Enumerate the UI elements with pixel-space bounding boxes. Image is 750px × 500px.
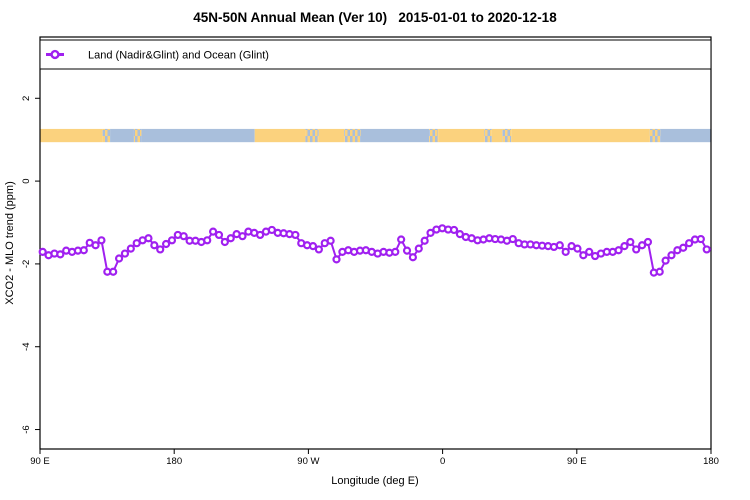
series-point — [156, 245, 165, 254]
plot-box — [39, 36, 712, 450]
series-point — [209, 227, 218, 236]
band-segment-mix — [649, 128, 661, 143]
series-point — [643, 237, 653, 247]
band-segment-mix — [102, 128, 111, 143]
series-point — [326, 236, 335, 245]
x-tick-label: 90 E — [567, 456, 587, 467]
legend-box — [39, 39, 712, 70]
band-segment-land — [40, 128, 103, 143]
x-tick-label: 180 — [166, 456, 182, 467]
x-tick-label: 90 W — [297, 456, 319, 467]
series-point — [679, 243, 688, 252]
legend-circle-marker — [50, 49, 60, 60]
series-point — [308, 242, 318, 251]
series-point — [585, 247, 594, 257]
series-point — [508, 234, 517, 244]
series-point — [684, 239, 694, 248]
y-tick-label: -4 — [21, 342, 32, 350]
band-segment-land — [254, 128, 306, 143]
series-point — [573, 244, 582, 253]
legend-label: Land (Nadir&Glint) and Ocean (Glint) — [88, 50, 269, 62]
band-segment-mix — [344, 128, 361, 143]
map-strip — [40, 128, 711, 143]
series-point — [332, 255, 341, 264]
data-series — [38, 224, 711, 277]
series-point — [561, 247, 570, 257]
series-point — [626, 237, 635, 247]
series-point — [203, 236, 212, 245]
axes: 90 E 180 90 W 0 90 E 180 2 0 -2 -4 -6 — [21, 96, 719, 467]
series-point — [397, 235, 406, 244]
y-axis-title: XCO2 - MLO trend (ppm) — [4, 181, 16, 304]
series-point — [555, 241, 564, 250]
series-point — [150, 241, 159, 250]
y-tick-label: -6 — [21, 425, 32, 433]
series-point — [667, 251, 676, 260]
x-tick-label: 180 — [703, 456, 719, 467]
series-point — [391, 247, 400, 257]
series-point — [449, 225, 459, 235]
series-point — [579, 251, 588, 260]
series-point — [214, 230, 224, 240]
band-segment-ocean — [360, 128, 430, 143]
series-point — [126, 244, 135, 253]
band-segment-ocean — [110, 128, 134, 143]
series-point — [402, 246, 412, 255]
band-segment-mix — [305, 128, 319, 143]
series-point — [179, 232, 188, 241]
band-segment-mix — [502, 128, 512, 143]
series-point — [238, 232, 247, 241]
series-point — [614, 246, 623, 255]
series-point — [426, 228, 435, 237]
y-tick-label: 0 — [21, 178, 32, 183]
series-point — [144, 234, 153, 243]
series-point — [256, 230, 265, 240]
series-point — [114, 254, 124, 263]
series-point — [414, 244, 423, 253]
legend: Land (Nadir&Glint) and Ocean (Glint) — [39, 39, 712, 70]
series-point — [226, 234, 235, 243]
series-point — [120, 249, 130, 258]
series-point — [167, 236, 177, 245]
y-tick-label: 2 — [21, 96, 32, 101]
series-point — [620, 242, 629, 251]
series-point — [291, 230, 300, 240]
series-point — [655, 267, 664, 276]
x-tick-label: 0 — [440, 456, 445, 467]
band-segment-ocean — [141, 128, 255, 143]
band-segment-mix — [429, 128, 439, 143]
band-segment-ocean — [660, 128, 711, 143]
series-point — [702, 245, 711, 254]
band-segment-land — [318, 128, 345, 143]
series-point — [408, 253, 418, 262]
series-point — [38, 247, 47, 257]
band-segment-mix — [484, 128, 492, 143]
band-segment-mix — [133, 128, 142, 143]
band-segment-land — [491, 128, 503, 143]
series-point — [56, 250, 65, 259]
y-tick-label: -2 — [21, 260, 32, 268]
band-segment-land — [438, 128, 485, 143]
series-point — [632, 245, 641, 254]
chart-title: 45N-50N Annual Mean (Ver 10) 2015-01-01 … — [193, 10, 557, 25]
series-point — [420, 236, 429, 245]
series-point — [79, 246, 88, 255]
series-point — [91, 241, 100, 250]
series-point — [661, 256, 670, 265]
x-axis-title: Longitude (deg E) — [331, 475, 418, 487]
series-point — [314, 245, 323, 254]
series-point — [696, 234, 705, 244]
series-point — [109, 267, 118, 276]
series-point — [97, 236, 106, 245]
series-point — [220, 237, 229, 247]
band-segment-land — [511, 128, 650, 143]
series-point — [637, 241, 647, 250]
x-tick-label: 90 E — [30, 456, 50, 467]
series-point — [161, 239, 171, 249]
